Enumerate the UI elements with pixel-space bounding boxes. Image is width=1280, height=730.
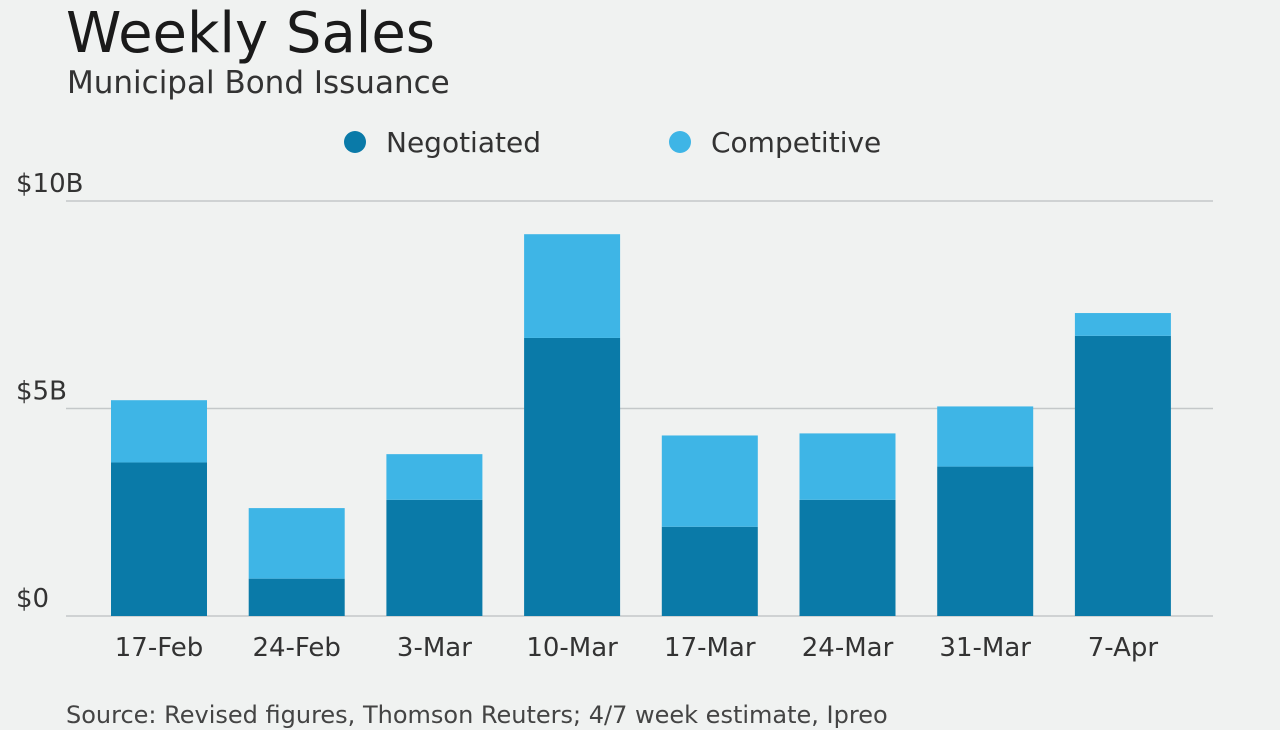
bar-competitive-24-feb: [248, 508, 345, 579]
legend-swatch-negotiated: [344, 131, 366, 153]
x-tick-label: 7-Apr: [1088, 633, 1159, 663]
bar-competitive-17-feb: [111, 400, 207, 463]
bar-negotiated-10-mar: [524, 337, 621, 616]
x-tick-label: 17-Mar: [664, 633, 756, 663]
x-tick-label: 17-Feb: [115, 633, 204, 663]
x-tick-label: 10-Mar: [526, 633, 618, 663]
legend-item-negotiated: Negotiated: [344, 122, 541, 162]
x-tick-label: 24-Mar: [802, 633, 894, 663]
bar-negotiated-24-feb: [248, 578, 345, 616]
bar-negotiated-17-feb: [111, 462, 207, 616]
bar-competitive-24-mar: [799, 433, 896, 500]
x-tick-label: 31-Mar: [939, 633, 1031, 663]
y-tick-label: $0: [16, 584, 49, 614]
legend-swatch-competitive: [669, 131, 691, 153]
source-note: Source: Revised figures, Thomson Reuters…: [66, 701, 888, 729]
bar-negotiated-7-apr: [1074, 335, 1171, 616]
bar-competitive-3-mar: [386, 454, 483, 500]
x-tick-label: 3-Mar: [397, 633, 472, 663]
bar-negotiated-24-mar: [799, 499, 896, 616]
x-tick-label: 24-Feb: [252, 633, 341, 663]
bar-negotiated-3-mar: [386, 499, 483, 616]
chart-subtitle: Municipal Bond Issuance: [67, 65, 450, 101]
y-tick-label: $5B: [16, 377, 67, 407]
legend-label-competitive: Competitive: [711, 125, 882, 159]
bar-negotiated-31-mar: [937, 466, 1034, 616]
bar-competitive-31-mar: [937, 406, 1034, 467]
chart-title: Weekly Sales: [66, 1, 435, 66]
bar-competitive-10-mar: [524, 234, 621, 338]
y-tick-label: $10B: [16, 169, 83, 199]
bar-competitive-7-apr: [1074, 313, 1171, 336]
bar-competitive-17-mar: [661, 435, 758, 527]
bar-negotiated-17-mar: [661, 526, 758, 616]
legend-item-competitive: Competitive: [669, 122, 881, 162]
legend-label-negotiated: Negotiated: [386, 125, 541, 159]
